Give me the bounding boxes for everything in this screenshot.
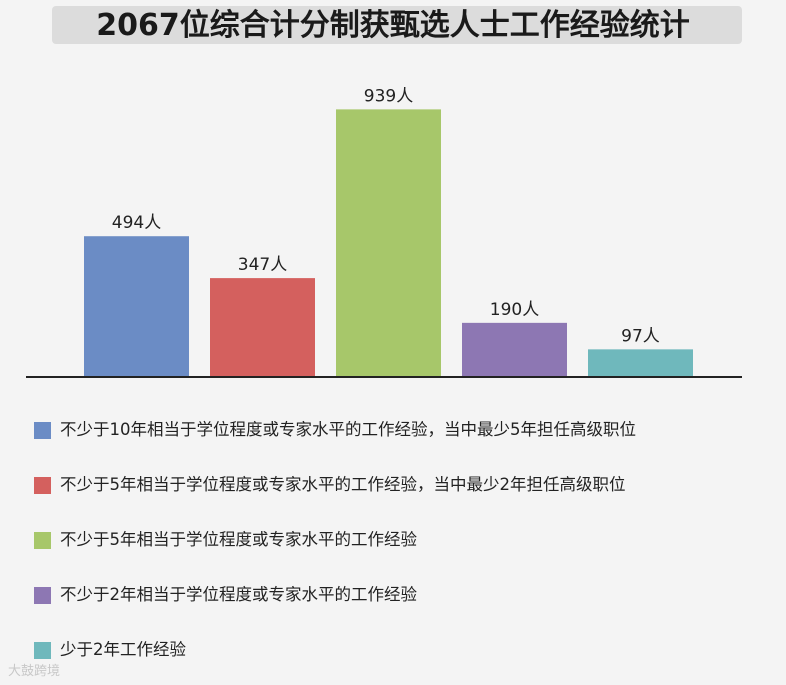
title-background bbox=[52, 6, 742, 44]
legend-swatch-5 bbox=[34, 642, 51, 659]
legend-label-1: 不少于10年相当于学位程度或专家水平的工作经验，当中最少5年担任高级职位 bbox=[60, 420, 636, 439]
bar-value-label-4: 190人 bbox=[490, 300, 539, 320]
bar-5 bbox=[588, 349, 693, 377]
bar-1 bbox=[84, 236, 189, 377]
bar-value-label-3: 939人 bbox=[364, 86, 413, 106]
watermark-text: 大鼓跨境 bbox=[8, 664, 61, 679]
legend-label-5: 少于2年工作经验 bbox=[60, 640, 186, 659]
chart-title: 2067位综合计分制获甄选人士工作经验统计 bbox=[96, 8, 690, 43]
bar-chart: 494人 347人 939人 190人 97人 bbox=[26, 86, 742, 378]
bar-value-label-5: 97人 bbox=[621, 326, 660, 346]
legend-swatch-2 bbox=[34, 477, 51, 494]
legend-item-4: 不少于2年相当于学位程度或专家水平的工作经验 bbox=[34, 575, 774, 630]
bar-3 bbox=[336, 109, 441, 377]
legend-swatch-1 bbox=[34, 422, 51, 439]
chart-legend: 不少于10年相当于学位程度或专家水平的工作经验，当中最少5年担任高级职位 不少于5… bbox=[34, 410, 774, 685]
bar-2 bbox=[210, 278, 315, 377]
legend-label-2: 不少于5年相当于学位程度或专家水平的工作经验，当中最少2年担任高级职位 bbox=[60, 475, 626, 494]
legend-label-3: 不少于5年相当于学位程度或专家水平的工作经验 bbox=[60, 530, 417, 549]
legend-swatch-4 bbox=[34, 587, 51, 604]
legend-label-4: 不少于2年相当于学位程度或专家水平的工作经验 bbox=[60, 585, 417, 604]
bar-value-label-2: 347人 bbox=[238, 255, 287, 275]
legend-item-2: 不少于5年相当于学位程度或专家水平的工作经验，当中最少2年担任高级职位 bbox=[34, 465, 774, 520]
legend-swatch-3 bbox=[34, 532, 51, 549]
legend-item-5: 少于2年工作经验 bbox=[34, 630, 774, 685]
legend-item-3: 不少于5年相当于学位程度或专家水平的工作经验 bbox=[34, 520, 774, 575]
bar-4 bbox=[462, 322, 567, 377]
bar-value-label-1: 494人 bbox=[112, 213, 161, 233]
legend-item-1: 不少于10年相当于学位程度或专家水平的工作经验，当中最少5年担任高级职位 bbox=[34, 410, 774, 465]
